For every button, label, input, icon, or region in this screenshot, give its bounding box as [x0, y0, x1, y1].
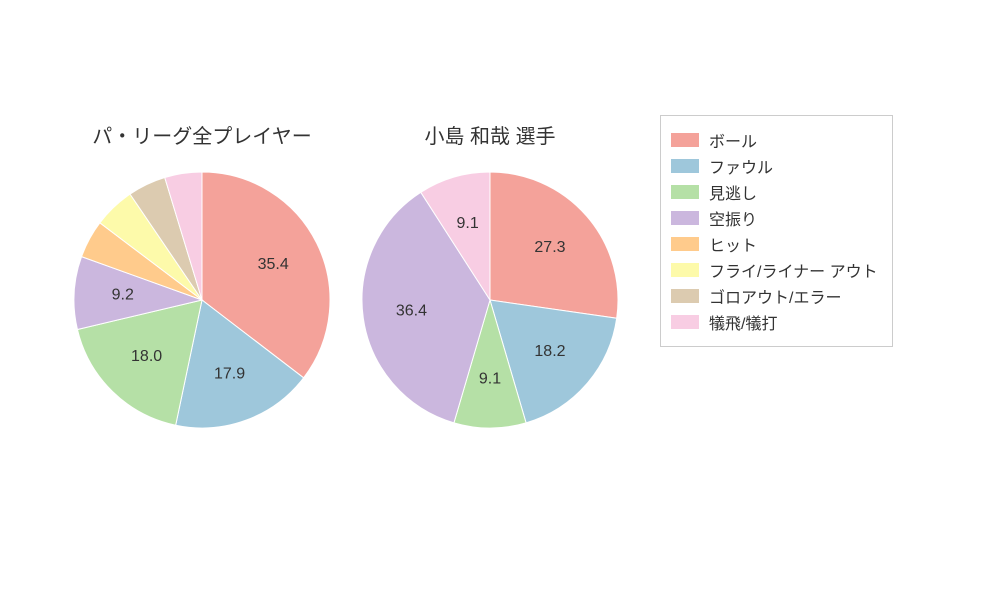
pie-league: 35.4 17.9 18.0 9.2 [72, 170, 332, 435]
pie-slice-label: 18.0 [131, 348, 162, 365]
pie-slice-label: 27.3 [534, 239, 565, 256]
legend-label: ゴロアウト/エラー [709, 284, 841, 308]
legend-item: ゴロアウト/エラー [671, 284, 878, 308]
pie-slice-label: 9.2 [112, 287, 134, 304]
pie-title-league: パ・リーグ全プレイヤー [92, 120, 311, 149]
pie-player: 27.3 18.2 9.1 36.4 9.1 [360, 170, 620, 435]
legend-item: フライ/ライナー アウト [671, 258, 878, 282]
legend-swatch [671, 263, 699, 277]
legend: ボールファウル見逃し空振りヒットフライ/ライナー アウトゴロアウト/エラー犠飛/… [660, 115, 893, 347]
legend-item: 空振り [671, 206, 878, 230]
legend-swatch [671, 237, 699, 251]
legend-label: ボール [709, 128, 757, 152]
legend-item: ファウル [671, 154, 878, 178]
pie-slice-label: 17.9 [214, 366, 245, 383]
legend-label: ヒット [709, 232, 757, 256]
legend-item: 犠飛/犠打 [671, 310, 878, 334]
legend-swatch [671, 133, 699, 147]
pie-title-player: 小島 和哉 選手 [424, 120, 555, 149]
legend-label: フライ/ライナー アウト [709, 258, 878, 282]
legend-label: ファウル [709, 154, 773, 178]
legend-swatch [671, 315, 699, 329]
legend-swatch [671, 289, 699, 303]
chart-container: パ・リーグ全プレイヤー 小島 和哉 選手 35.4 17.9 18.0 9.2 27.… [0, 0, 1000, 600]
pie-slice-label: 35.4 [258, 256, 289, 273]
pie-slice-label: 9.1 [457, 215, 479, 232]
legend-label: 空振り [709, 206, 757, 230]
legend-swatch [671, 159, 699, 173]
pie-slice-label: 18.2 [534, 343, 565, 360]
pie-player-svg: 27.3 18.2 9.1 36.4 9.1 [360, 170, 620, 430]
legend-swatch [671, 185, 699, 199]
legend-item: 見逃し [671, 180, 878, 204]
legend-swatch [671, 211, 699, 225]
pie-league-svg: 35.4 17.9 18.0 9.2 [72, 170, 332, 430]
legend-label: 犠飛/犠打 [709, 310, 777, 334]
legend-item: ヒット [671, 232, 878, 256]
legend-label: 見逃し [709, 180, 757, 204]
legend-item: ボール [671, 128, 878, 152]
pie-slice-label: 9.1 [479, 371, 501, 388]
pie-slice-label: 36.4 [396, 303, 427, 320]
